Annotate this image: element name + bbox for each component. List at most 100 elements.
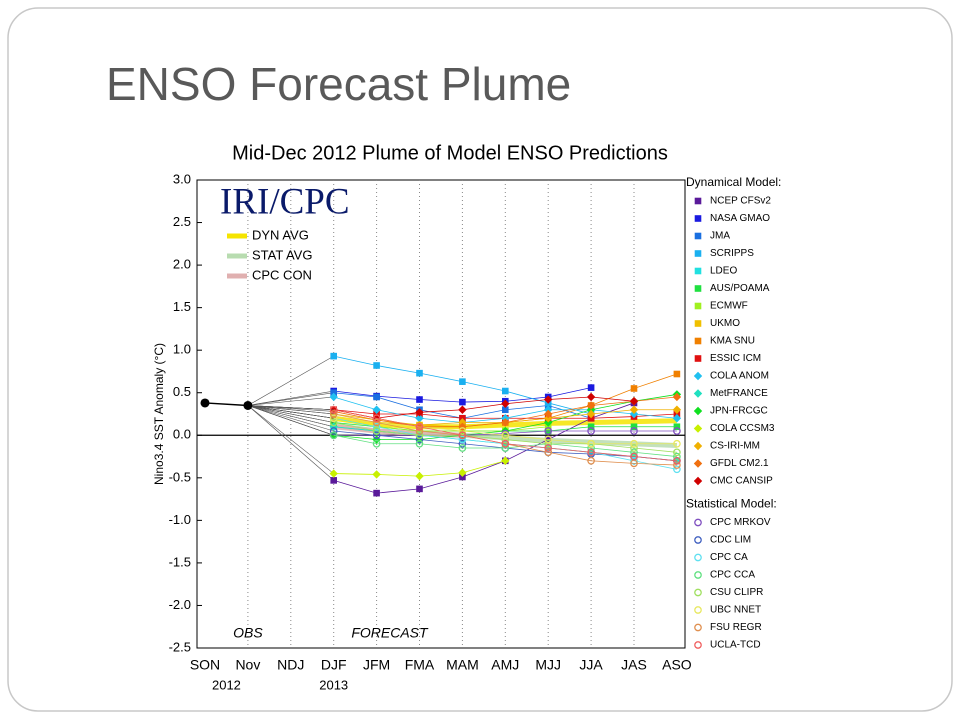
marker (630, 427, 638, 435)
marker (329, 427, 338, 435)
marker (673, 439, 681, 448)
marker (372, 422, 381, 431)
x-tick-label: JJA (579, 657, 603, 673)
marker (673, 423, 681, 431)
x-tick-label: JFM (363, 657, 390, 673)
marker (373, 410, 380, 418)
marker (329, 405, 338, 414)
marker (415, 435, 424, 444)
legend-label: CSU CLIPR (710, 587, 763, 598)
legend-marker (694, 320, 702, 327)
marker (544, 414, 553, 423)
x-tick-label: Nov (235, 657, 260, 673)
legend-marker (694, 197, 702, 205)
marker (415, 431, 424, 440)
marker (330, 352, 337, 360)
legend-label: CPC CCA (710, 570, 755, 581)
obs-label: OBS (233, 625, 263, 641)
x-tick-label: FMA (405, 657, 435, 673)
connector (247, 405, 334, 436)
x-tick-label: ASO (662, 657, 692, 673)
legend-label: CDC LIM (710, 535, 751, 546)
marker (630, 439, 638, 448)
connector (247, 355, 334, 406)
series-line (333, 434, 677, 457)
year-label: 2012 (212, 677, 241, 692)
marker (630, 423, 638, 431)
marker (672, 414, 682, 423)
marker (415, 408, 424, 417)
legend-label: CS-IRI-MM (710, 441, 760, 452)
x-tick-label: NDJ (277, 657, 304, 673)
marker (416, 485, 423, 493)
marker (330, 477, 337, 484)
marker (372, 470, 381, 479)
marker (544, 427, 553, 435)
y-tick-label: 0.0 (173, 427, 191, 442)
y-tick-label: -1.0 (169, 512, 191, 527)
legend-group-title: Statistical Model: (686, 497, 777, 511)
legend-marker (693, 441, 703, 451)
series-line (333, 430, 677, 436)
marker (459, 473, 466, 481)
x-tick-label: DJF (321, 657, 347, 673)
marker (372, 427, 381, 435)
legend-label: JPN-FRCGC (710, 406, 768, 417)
chart-title: Mid-Dec 2012 Plume of Model ENSO Predict… (232, 142, 668, 164)
marker (372, 405, 381, 414)
marker (329, 469, 338, 478)
marker (630, 456, 638, 465)
connector (247, 405, 334, 411)
marker (459, 414, 466, 422)
legend-marker (693, 476, 703, 486)
series-line (333, 422, 677, 453)
marker (630, 444, 638, 452)
x-tick-label: AMJ (491, 657, 519, 673)
obs-line (204, 402, 248, 407)
legend-marker (693, 406, 703, 416)
marker (587, 384, 595, 391)
legend-label: AUS/POAMA (710, 283, 770, 294)
y-tick-label: -1.5 (169, 554, 191, 569)
y-tick-label: 1.0 (173, 342, 191, 357)
connector (247, 405, 334, 474)
marker (629, 397, 639, 406)
legend-label: KMA SNU (710, 336, 755, 347)
marker (501, 431, 510, 440)
legend-label: COLA ANOM (710, 371, 769, 382)
series-line (333, 409, 677, 462)
marker (673, 410, 681, 418)
y-tick-label: 0.5 (173, 384, 191, 399)
marker (501, 456, 510, 465)
series-line (333, 417, 677, 445)
x-tick-label: JAS (621, 657, 647, 673)
marker (373, 393, 380, 401)
slide-frame (7, 7, 953, 712)
marker (544, 439, 553, 448)
marker (415, 439, 424, 448)
marker (586, 392, 596, 402)
marker (544, 405, 553, 414)
marker (586, 405, 596, 414)
marker (587, 427, 595, 435)
marker (630, 452, 638, 461)
marker (372, 439, 381, 448)
legend-label: CPC CA (710, 552, 748, 563)
y-tick-label: 3.0 (173, 171, 191, 186)
marker (630, 385, 638, 392)
legend-marker (694, 606, 702, 614)
legend-label: UCLA-TCD (710, 640, 761, 651)
marker (415, 427, 424, 435)
connector (247, 405, 334, 481)
legend-marker (693, 459, 703, 468)
marker (544, 395, 553, 404)
marker (415, 414, 424, 423)
x-tick-label: SON (190, 657, 220, 673)
legend-label: NCEP CFSv2 (710, 196, 771, 207)
legend-label: CMC CANSIP (710, 476, 773, 487)
legend-marker (694, 355, 702, 362)
marker (587, 414, 595, 422)
marker (587, 448, 595, 457)
marker (673, 461, 681, 469)
